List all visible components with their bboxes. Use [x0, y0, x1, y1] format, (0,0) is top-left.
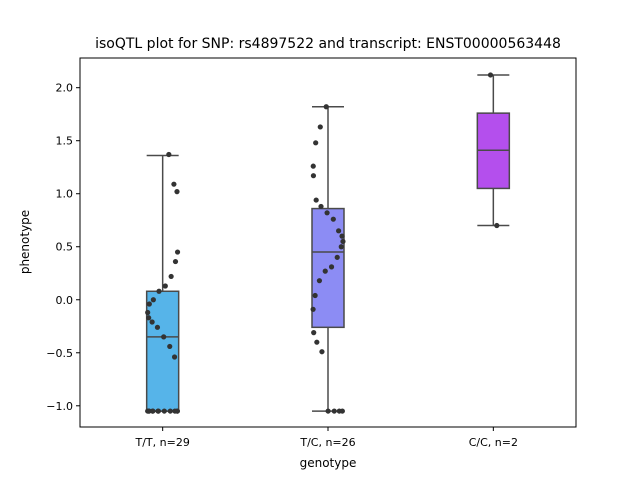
strip-points [145, 72, 500, 414]
data-point [310, 163, 316, 169]
data-point [150, 408, 156, 414]
data-point [167, 408, 173, 414]
data-point [313, 197, 319, 203]
x-axis-ticks: T/T, n=29 T/C, n=26 C/C, n=2 [135, 427, 518, 449]
data-point [161, 408, 167, 414]
data-point [166, 151, 172, 158]
y-tick-label: 0.5 [56, 241, 74, 254]
data-point [172, 408, 178, 414]
data-point [319, 349, 325, 355]
data-point [162, 283, 168, 289]
y-tick-label: −1.0 [46, 400, 73, 413]
y-tick-label: 1.0 [56, 188, 74, 201]
data-point [172, 258, 179, 265]
data-point [487, 72, 494, 78]
data-point [146, 301, 152, 307]
data-point [161, 334, 167, 340]
data-point [338, 244, 344, 250]
data-point [324, 210, 330, 216]
data-point [145, 309, 151, 316]
data-point [150, 297, 156, 303]
y-tick-label: −0.5 [46, 347, 73, 360]
data-point [313, 140, 319, 146]
data-point [340, 238, 346, 245]
data-point [323, 104, 329, 110]
data-point [317, 124, 323, 130]
data-point [146, 315, 152, 321]
data-point [339, 233, 345, 239]
data-point [167, 343, 173, 350]
data-point [330, 216, 336, 222]
data-point [171, 181, 177, 187]
y-axis-ticks: −1.0 −0.5 0.0 0.5 1.0 1.5 2.0 [46, 82, 80, 413]
data-point [494, 222, 500, 229]
data-point [316, 278, 323, 284]
data-point [174, 249, 181, 255]
plot-frame [79, 57, 577, 428]
y-tick-label: 1.5 [56, 135, 74, 148]
genotype-box [145, 154, 180, 412]
x-tick-label: T/T, n=29 [135, 436, 190, 449]
data-point [325, 408, 331, 414]
x-axis-label: genotype [300, 456, 357, 470]
data-point [314, 339, 320, 345]
data-point [331, 408, 337, 414]
y-tick-label: 2.0 [56, 82, 74, 95]
box-iqr [311, 207, 345, 329]
data-point [310, 173, 317, 179]
data-point [171, 354, 178, 360]
data-point [155, 408, 162, 414]
x-tick-label: T/C, n=26 [299, 436, 355, 449]
data-point [156, 288, 162, 294]
y-axis-label: phenotype [18, 210, 32, 274]
chart-title: isoQTL plot for SNP: rs4897522 and trans… [95, 36, 561, 52]
data-point [310, 306, 316, 312]
genotype-box [476, 74, 511, 227]
data-point [339, 408, 345, 414]
data-point [149, 319, 155, 325]
data-point [322, 268, 328, 274]
data-point [168, 273, 174, 280]
data-point [311, 330, 317, 336]
data-point [146, 408, 152, 414]
genotype-box [311, 106, 345, 412]
data-point [318, 203, 324, 210]
x-tick-label: C/C, n=2 [469, 436, 518, 449]
data-point [334, 254, 340, 260]
data-point [336, 228, 342, 234]
y-tick-label: 0.0 [56, 294, 74, 307]
data-point [154, 324, 161, 330]
data-point [328, 264, 335, 270]
box-series [145, 74, 511, 412]
box-iqr [145, 290, 180, 412]
data-point [174, 189, 180, 195]
data-point [312, 292, 318, 299]
